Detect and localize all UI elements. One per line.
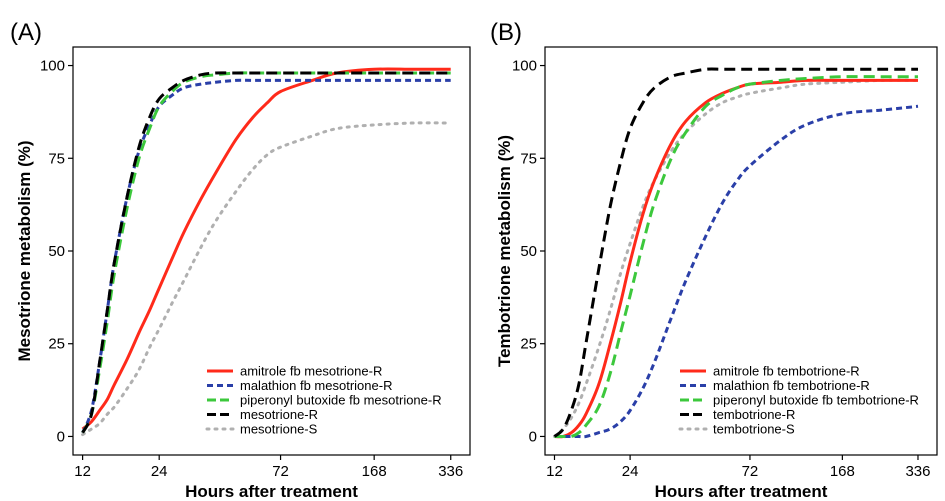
chart-panel-a: (A) 0 25 50 75 100 12 24 72 168 336 Hours after tre… <box>10 19 471 501</box>
x-axis-title: Hours after treatment <box>655 482 828 501</box>
x-tick-label: 24 <box>151 463 168 480</box>
legend-label: piperonyl butoxide fb tembotrione-R <box>713 393 919 408</box>
x-tick-label: 168 <box>830 463 855 480</box>
y-axis-title: Tembotrione metabolism (%) <box>495 135 514 367</box>
series-line-tembotrione-r <box>553 67 918 438</box>
y-tick-label: 0 <box>57 428 65 445</box>
y-tick-label: 25 <box>48 336 65 353</box>
y-tick-label: 50 <box>48 243 65 260</box>
y-tick-label: 75 <box>48 150 65 167</box>
x-tick-label: 168 <box>362 463 387 480</box>
legend-label: amitrole fb mesotrione-R <box>240 364 382 379</box>
panel-label: (A) <box>10 19 42 46</box>
y-tick-label: 100 <box>512 58 537 75</box>
x-tick-label: 72 <box>272 463 289 480</box>
y-tick-label: 25 <box>520 336 537 353</box>
legend-label: malathion fb tembotrione-R <box>713 378 870 393</box>
x-tick-label: 336 <box>905 463 930 480</box>
panel-label: (B) <box>490 19 522 46</box>
series-line-mesotrione-s <box>81 121 453 437</box>
x-tick-label: 24 <box>622 463 639 480</box>
y-tick-label: 75 <box>520 150 537 167</box>
legend-label: piperonyl butoxide fb mesotrione-R <box>240 393 442 408</box>
series-line-malathion-fb-mesotrione-r <box>81 78 451 434</box>
y-tick-label: 50 <box>520 243 537 260</box>
chart-panel-b: (B) 0 25 50 75 100 12 24 72 168 336 Hours after tre… <box>490 19 938 501</box>
x-tick-label: 12 <box>546 463 563 480</box>
series-line-amitrole-fb-mesotrione-r <box>81 67 451 431</box>
legend-label: amitrole fb tembotrione-R <box>713 364 860 379</box>
series-line-mesotrione-r <box>81 71 451 434</box>
y-axis-title: Mesotrione metabolism (%) <box>15 140 34 361</box>
series-line-malathion-fb-tembotrione-r <box>554 104 919 439</box>
x-tick-label: 72 <box>742 463 759 480</box>
series-line-tembotrione-s <box>553 78 920 438</box>
series-line-piperonyl-butoxide-fb-tembotrione-r <box>554 75 918 439</box>
series-line-amitrole-fb-tembotrione-r <box>554 78 918 439</box>
x-tick-label: 336 <box>438 463 463 480</box>
legend-label: tembotrione-R <box>713 407 795 422</box>
legend-label: mesotrione-S <box>240 422 318 437</box>
y-tick-label: 0 <box>529 428 537 445</box>
legend-label: malathion fb mesotrione-R <box>240 378 392 393</box>
x-tick-label: 12 <box>74 463 91 480</box>
x-axis-title: Hours after treatment <box>185 482 358 501</box>
legend-label: tembotrione-S <box>713 422 795 437</box>
legend-label: mesotrione-R <box>240 407 318 422</box>
y-tick-label: 100 <box>40 58 65 75</box>
